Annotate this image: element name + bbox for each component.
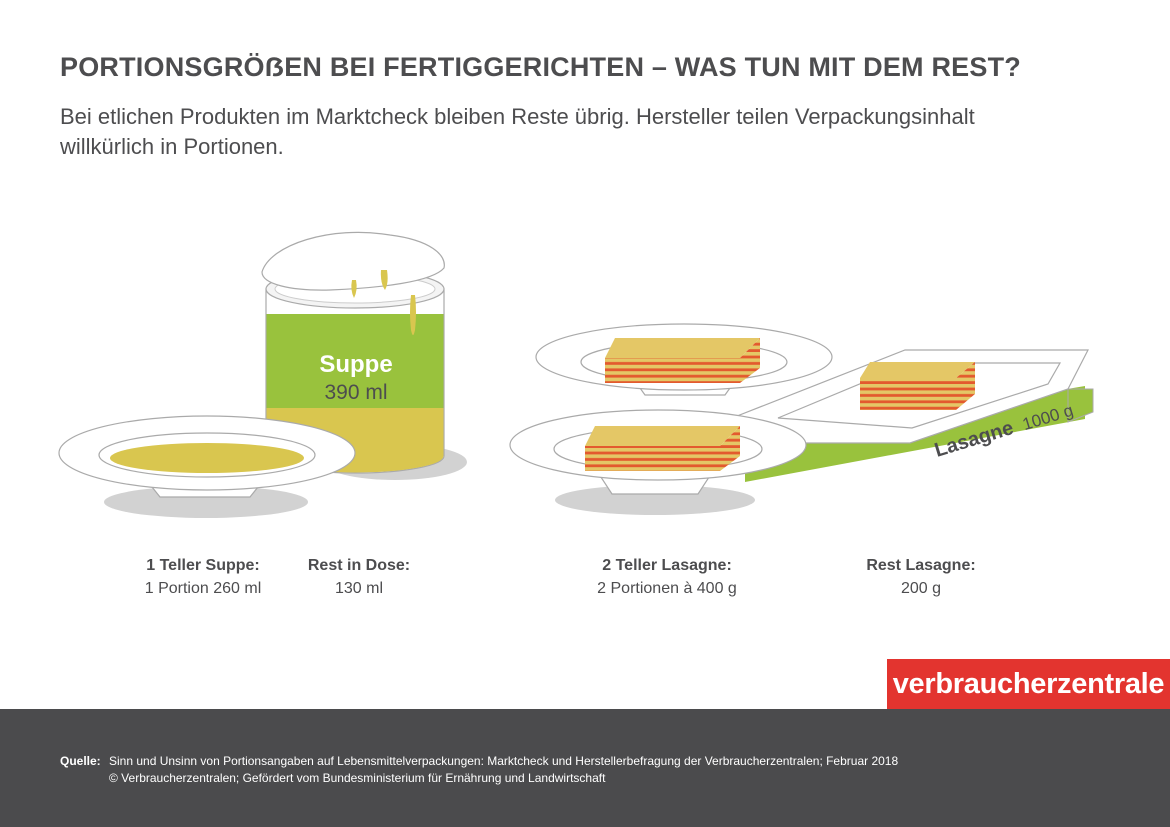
lasagne-plate-back (535, 323, 833, 396)
caption-heading: 2 Teller Lasagne: (602, 557, 732, 574)
can-label: Suppe (319, 351, 392, 378)
brand-logo: verbraucherzentrale (887, 659, 1170, 709)
plate-shadow (104, 486, 308, 518)
caption-value: 2 Portionen à 400 g (597, 580, 737, 597)
caption-heading: Rest in Dose: (307, 557, 411, 574)
page-subtitle: Bei etlichen Produkten im Marktcheck ble… (60, 104, 975, 159)
caption-rest-lasagne: Rest Lasagne: 200 g (850, 554, 992, 600)
soup-plate (58, 415, 356, 518)
caption-value: 130 ml (334, 580, 384, 597)
footer: Quelle: Sinn und Unsinn von Portionsanga… (0, 709, 1170, 827)
lid-drip (351, 280, 357, 298)
caption-heading: 1 Teller Suppe: (146, 557, 260, 574)
lasagne-slice-top (605, 338, 760, 358)
box-right-face (1067, 388, 1094, 423)
source-line-2: © Verbraucherzentralen; Gefördert vom Bu… (109, 771, 606, 785)
caption-lasagne-plates: 2 Teller Lasagne: 2 Portionen à 400 g (567, 554, 767, 600)
caption-rest-can: Rest in Dose: 130 ml (290, 554, 428, 600)
lasagne-plate-front (509, 409, 807, 515)
box-lasagne-top (860, 362, 975, 378)
box-lasagne-side (860, 362, 975, 410)
plate-shadow (555, 485, 755, 515)
caption-value: 200 g (900, 580, 942, 597)
source-label: Quelle: (60, 754, 101, 768)
lasagne-box: Lasagne 1000 g (731, 349, 1094, 482)
source-line-1: Sinn und Unsinn von Portionsangaben auf … (109, 754, 899, 768)
can-volume: 390 ml (324, 381, 387, 404)
caption-value: 1 Portion 260 ml (144, 580, 262, 597)
caption-heading: Rest Lasagne: (866, 557, 976, 574)
caption-soup-plate: 1 Teller Suppe: 1 Portion 260 ml (123, 554, 283, 600)
soup-can: Suppe 390 ml (261, 231, 467, 480)
illustration: Suppe 390 ml Lasagne 1000 g (58, 231, 1094, 518)
soup-in-plate (110, 443, 304, 473)
page-title: PORTIONSGRÖẞEN BEI FERTIGGERICHTEN – WAS… (60, 52, 1021, 82)
lasagne-slice-side (585, 426, 740, 471)
lasagne-slice-top (585, 426, 740, 446)
lasagne-slice-side (605, 338, 760, 383)
can-drip (410, 295, 416, 335)
can-lid (261, 231, 445, 291)
lid-drip (380, 270, 388, 290)
